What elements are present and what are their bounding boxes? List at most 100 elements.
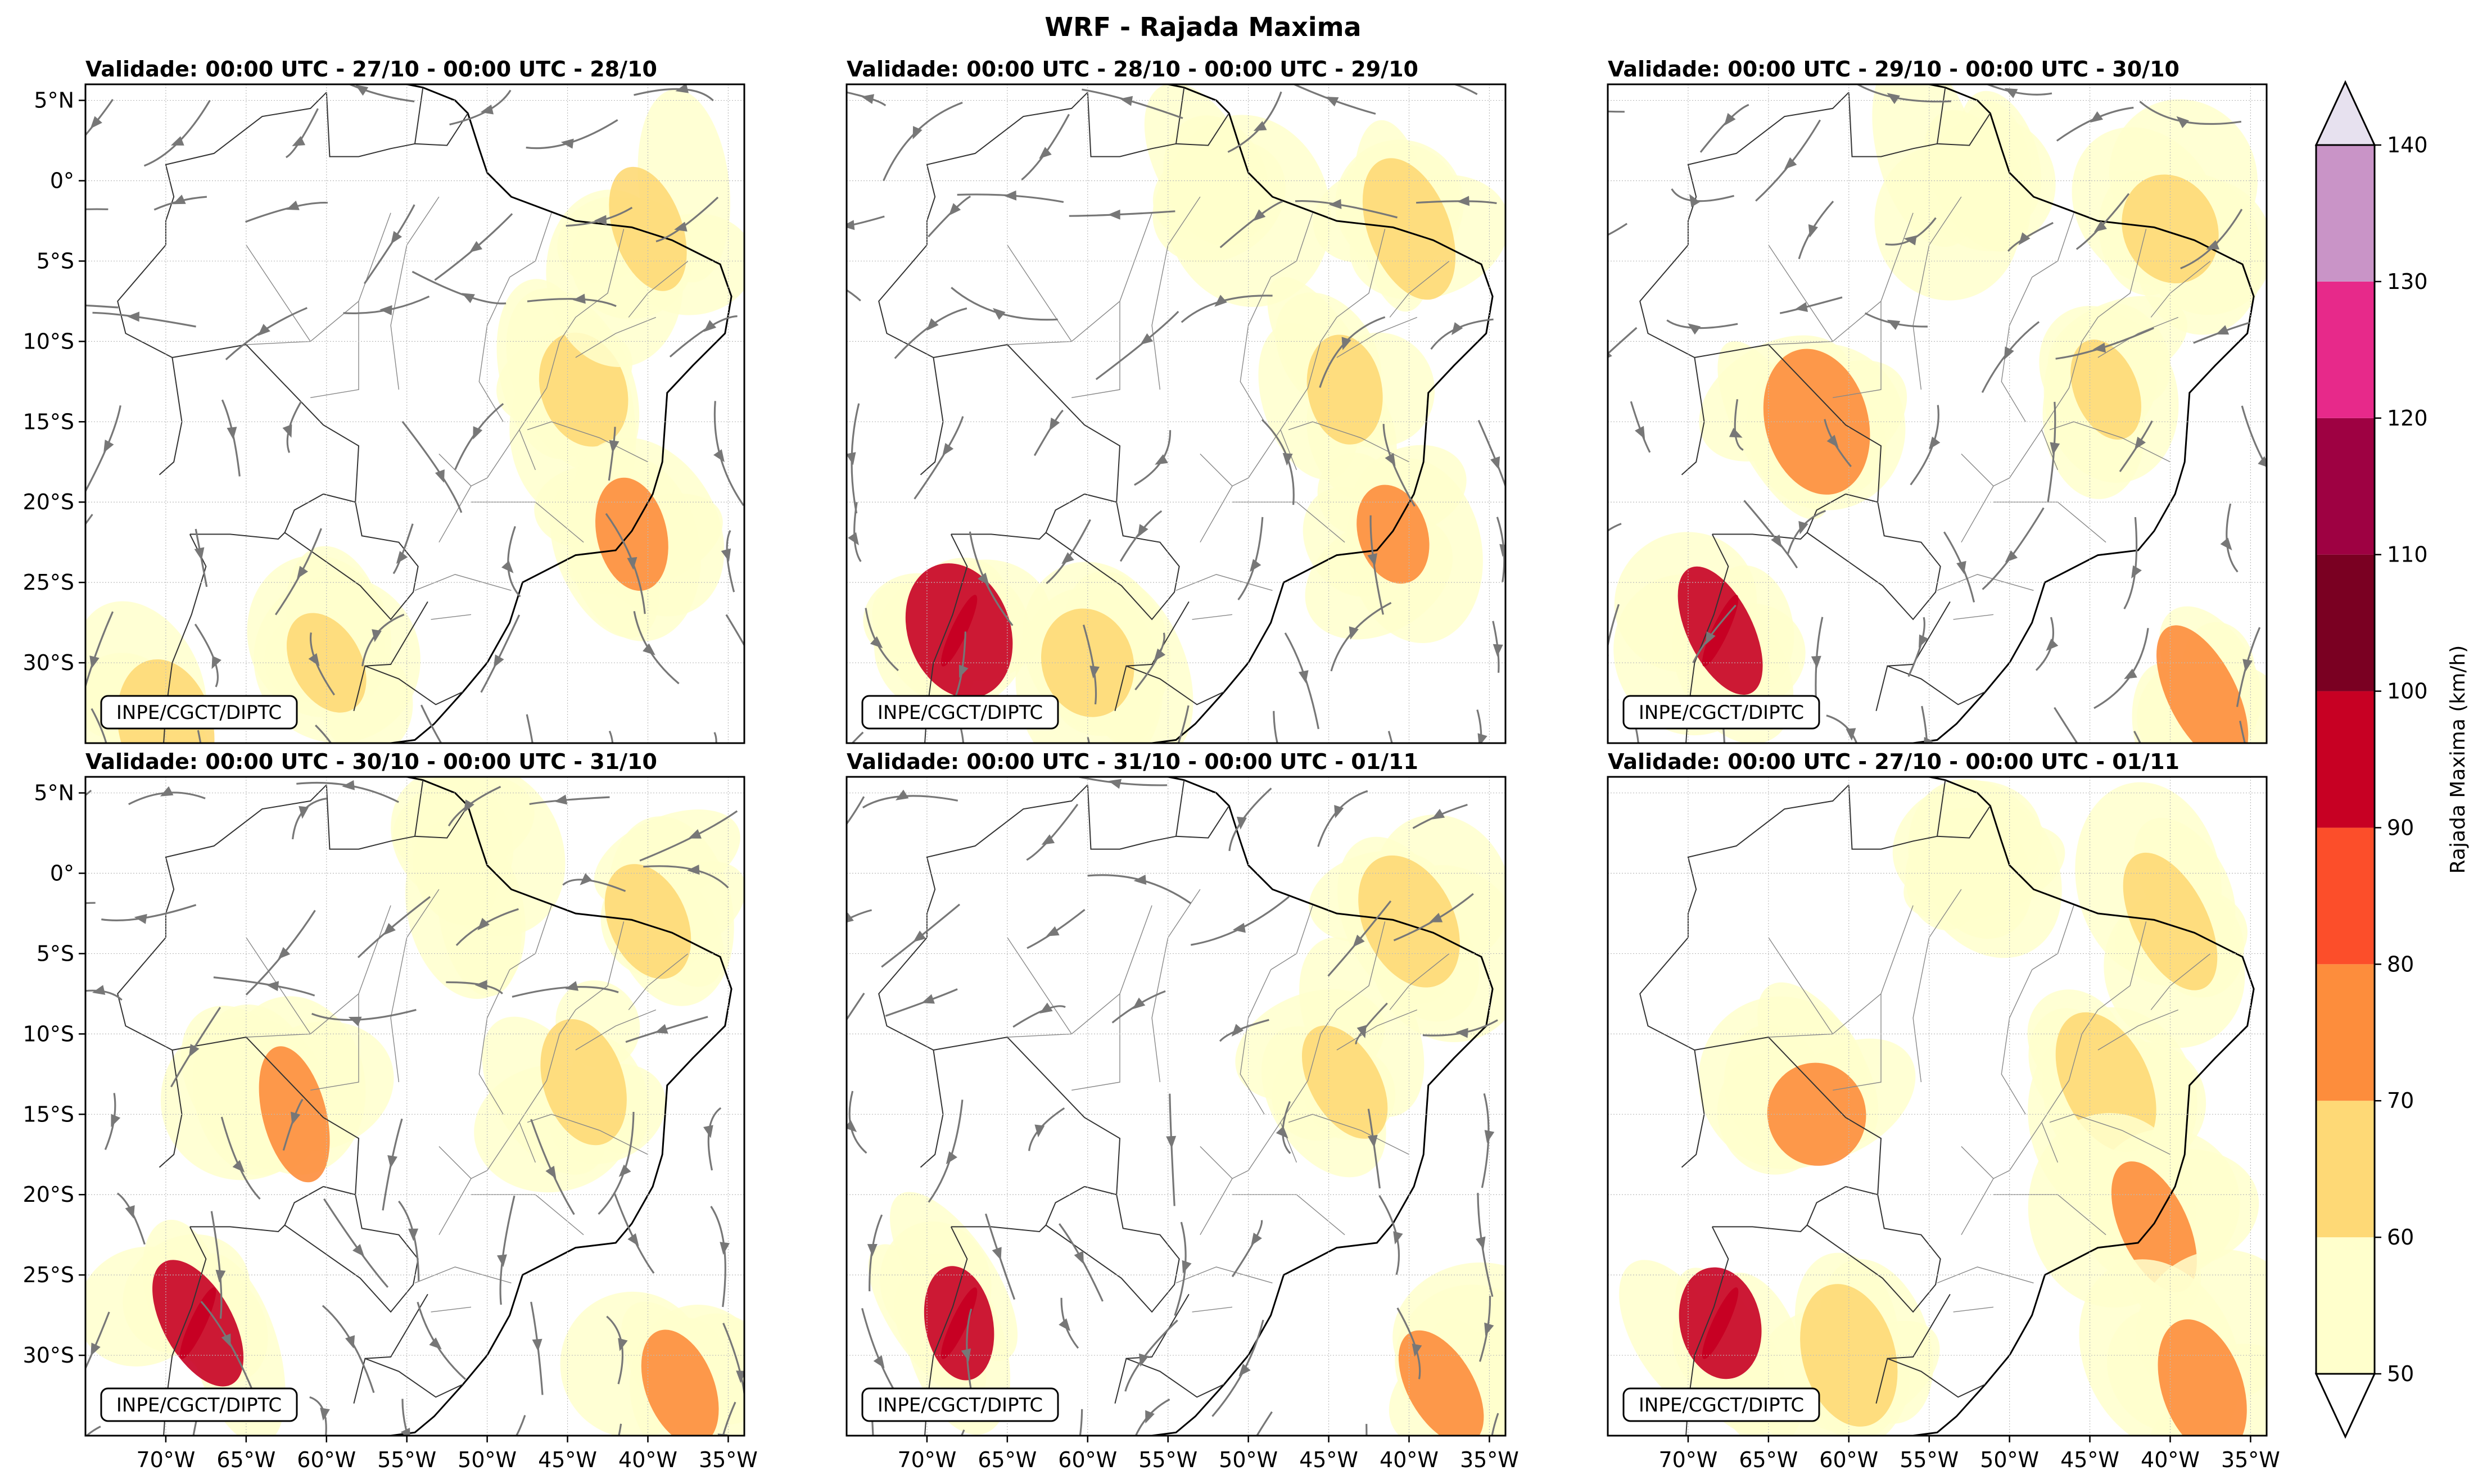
streamline-arrow [1232, 922, 1246, 933]
wind-streamlines [826, 777, 1499, 1436]
streamline-arrow [2046, 639, 2059, 651]
streamline [2239, 721, 2246, 743]
streamline-arrow [1393, 1231, 1403, 1245]
streamline-arrow [1231, 1024, 1244, 1037]
gust-area-south-atlantic [2132, 606, 2267, 743]
streamline-arrow [703, 1125, 713, 1138]
map-content [1608, 777, 2267, 1436]
colorbar-under-arrow [2314, 1373, 2376, 1439]
streamline-arrow [221, 1333, 231, 1347]
country-border [117, 784, 327, 1168]
country-border [1087, 92, 1177, 157]
country-border [172, 1037, 360, 1196]
streamline [1256, 1411, 1273, 1436]
streamline-arrow [2004, 346, 2014, 360]
streamline-arrow [1688, 323, 1701, 335]
streamline-arrow [1476, 1236, 1486, 1250]
streamline [2054, 707, 2078, 743]
streamline-arrow [545, 1165, 557, 1179]
state-border [1175, 1266, 1273, 1284]
streamline-arrow [618, 1338, 628, 1351]
lat-tick-label: 0° [50, 169, 74, 193]
streamline-arrow [1385, 453, 1396, 467]
streamline-arrow [125, 1205, 135, 1219]
streamline [1608, 327, 1638, 355]
colorbar-tick-label: 130 [2387, 269, 2428, 294]
colorbar-frame [2315, 144, 2376, 1375]
lon-tick-label: 45°W [1299, 1447, 1358, 1472]
lon-tick-label: 70°W [897, 1447, 956, 1472]
country-border [1806, 502, 1941, 621]
state-border [1007, 937, 1072, 1034]
gust-area-bolivia-lowlands [160, 996, 394, 1183]
streamline-arrow [379, 305, 392, 315]
streamline-arrow [827, 762, 838, 776]
state-border [1192, 614, 1233, 620]
country-border [1045, 1195, 1180, 1313]
streamline-arrow [736, 1370, 744, 1383]
streamline-arrow [2176, 116, 2189, 128]
streamline-arrow [1455, 1028, 1468, 1038]
coastline [1150, 84, 1494, 743]
streamline-arrow [709, 752, 720, 765]
map-frame [845, 776, 1507, 1437]
streamline [1608, 110, 1625, 113]
gust-area-north-coast [546, 89, 744, 367]
lon-tick-label: 65°W [216, 1447, 275, 1472]
streamline-arrow [1484, 1130, 1495, 1143]
gust-area-northeast-interior [474, 980, 666, 1193]
streamline-arrow [1253, 121, 1267, 131]
country-border [878, 92, 1088, 476]
streamline-arrow [44, 817, 57, 829]
state-border [478, 969, 510, 1115]
colorbar-tick-label: 120 [2387, 406, 2428, 431]
lon-tick-label: 70°W [1658, 1447, 1717, 1472]
streamline-arrow [1034, 1124, 1045, 1138]
streamline-arrow [703, 320, 717, 332]
state-border [1768, 937, 1833, 1034]
streamline-arrow [2134, 436, 2146, 450]
streamline-arrow [227, 427, 237, 440]
streamline-arrow [1635, 426, 1645, 440]
streamline-arrow [1425, 73, 1439, 83]
state-border [431, 1306, 472, 1313]
streamline-arrow [1784, 157, 1797, 170]
colorbar-label: Rajada Maxima (km/h) [2447, 645, 2470, 874]
streamline-arrow [435, 469, 445, 483]
lon-tick-label: 40°W [618, 1447, 677, 1472]
streamline-arrow [1276, 1126, 1288, 1139]
country-border [353, 1358, 464, 1404]
streamline-arrow [926, 318, 939, 331]
streamline-arrow [308, 653, 320, 667]
streamline-arrow [532, 1338, 542, 1352]
streamline-arrow [847, 912, 854, 923]
streamline-arrow [1039, 147, 1052, 159]
streamline-arrow [1282, 453, 1293, 466]
streamline-arrow [675, 84, 689, 93]
state-border [1937, 574, 2034, 591]
country-border [951, 494, 1085, 540]
streamline-arrow [1182, 1260, 1192, 1274]
streamline-arrow [1608, 352, 1612, 359]
streamline-arrow [2050, 442, 2060, 455]
state-border [1175, 574, 1273, 591]
state-border [310, 905, 391, 1091]
streamline-arrow [1349, 626, 1359, 640]
state-border [431, 614, 472, 620]
credit-box: INPE/CGCT/DIPTC [861, 695, 1059, 730]
wind-streamlines [827, 73, 1505, 776]
map-frame [1607, 776, 2268, 1437]
streamline-arrow [826, 1038, 836, 1051]
streamline-arrow [2004, 88, 2018, 98]
streamline-arrow [688, 829, 702, 839]
lon-tick-label: 55°W [1138, 1447, 1197, 1472]
streamline-arrow [68, 1447, 78, 1460]
streamline-arrow [160, 786, 174, 797]
lon-tick-label: 45°W [538, 1447, 597, 1472]
streamline-arrow [342, 780, 355, 790]
streamline-arrow [299, 806, 309, 819]
streamline-arrow [1049, 417, 1060, 431]
streamline-arrow [720, 1242, 730, 1255]
streamline-arrow [189, 1044, 200, 1057]
state-border [2049, 421, 2171, 463]
